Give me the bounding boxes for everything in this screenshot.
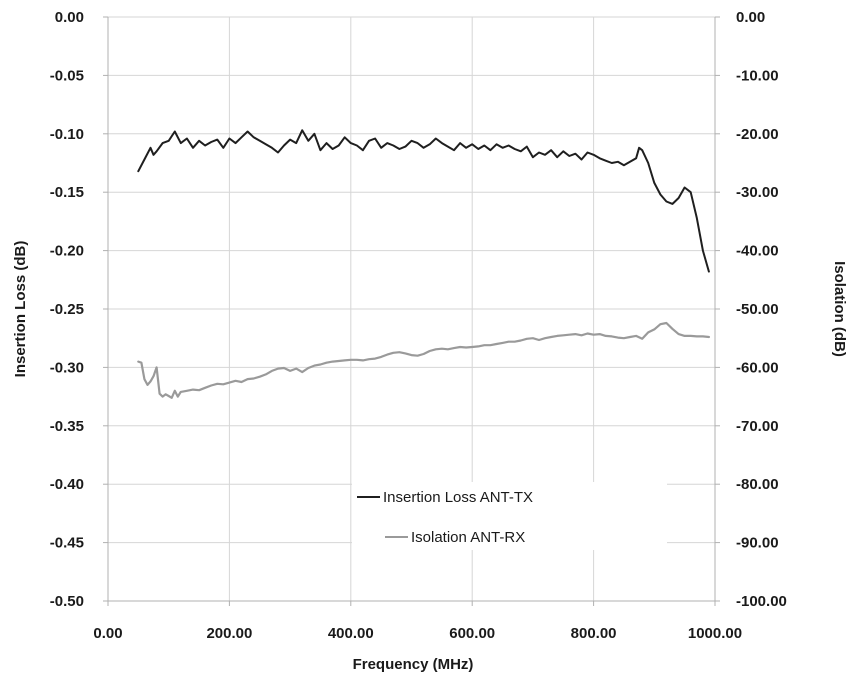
y-right-tick-label: -30.00: [736, 184, 779, 201]
y-left-tick-label: -0.05: [50, 67, 84, 84]
x-axis-title: Frequency (MHz): [353, 656, 474, 673]
x-tick-label: 600.00: [449, 625, 495, 642]
x-tick-label: 800.00: [571, 625, 617, 642]
y-right-tick-label: -70.00: [736, 418, 779, 435]
y-right-tick-label: -50.00: [736, 301, 779, 318]
y-axis-left-title: Insertion Loss (dB): [12, 241, 29, 378]
y-right-tick-label: -100.00: [736, 593, 787, 610]
x-tick-label: 0.00: [93, 625, 122, 642]
y-left-tick-label: -0.40: [50, 476, 84, 493]
y-left-tick-label: -0.25: [50, 301, 84, 318]
series-lines: [137, 129, 711, 399]
y-left-tick-label: 0.00: [55, 9, 84, 26]
legend: Insertion Loss ANT-TX Isolation ANT-RX: [352, 482, 667, 550]
legend-label-insertion-loss: Insertion Loss ANT-TX: [383, 489, 533, 506]
axes: [103, 16, 720, 606]
x-tick-label: 1000.00: [688, 625, 742, 642]
y-left-tick-label: -0.30: [50, 359, 84, 376]
y-left-tick-label: -0.20: [50, 243, 84, 260]
y-right-tick-label: -20.00: [736, 126, 779, 143]
series-line-isolation: [137, 321, 711, 399]
x-tick-label: 400.00: [328, 625, 374, 642]
y-right-tick-label: 0.00: [736, 9, 765, 26]
series-line-insertion-loss: [137, 129, 710, 273]
y-left-tick-label: -0.10: [50, 126, 84, 143]
tick-labels: 0.00 0.00 -0.05 -10.00 -0.10 -20.00 -0.15 -30.0…: [50, 9, 787, 642]
legend-label-isolation: Isolation ANT-RX: [411, 529, 525, 546]
y-right-tick-label: -10.00: [736, 67, 779, 84]
legend-background: [352, 482, 667, 550]
y-left-tick-label: -0.35: [50, 418, 84, 435]
y-left-tick-label: -0.15: [50, 184, 84, 201]
y-right-tick-label: -80.00: [736, 476, 779, 493]
x-tick-label: 200.00: [206, 625, 252, 642]
y-axis-right-title: Isolation (dB): [831, 261, 846, 357]
y-left-tick-label: -0.45: [50, 535, 84, 552]
y-right-tick-label: -40.00: [736, 243, 779, 260]
y-left-tick-label: -0.50: [50, 593, 84, 610]
y-right-tick-label: -60.00: [736, 359, 779, 376]
y-right-tick-label: -90.00: [736, 535, 779, 552]
